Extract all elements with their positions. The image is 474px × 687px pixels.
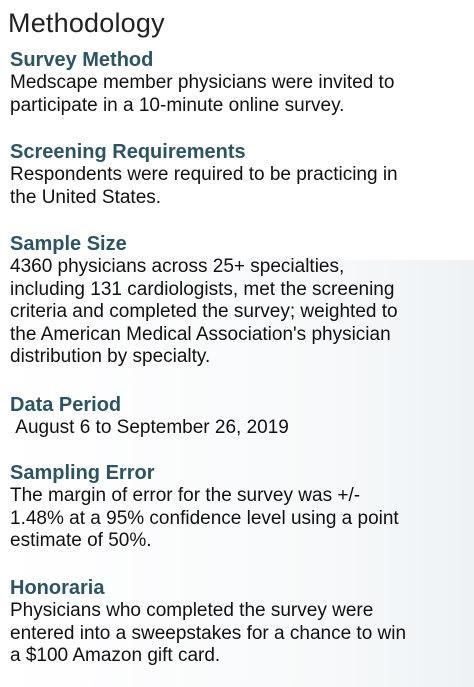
section-text: August 6 to September 26, 2019	[10, 417, 289, 438]
section-sampling-error: Sampling Error The margin of error for t…	[10, 461, 470, 553]
section-heading: Data Period	[10, 394, 122, 416]
section-data-period: Data Period August 6 to September 26, 20…	[10, 393, 470, 440]
section-heading: Survey Method	[10, 49, 154, 71]
section-heading: Honoraria	[10, 577, 105, 599]
section-heading: Sample Size	[10, 233, 127, 255]
section-screening-requirements: Screening Requirements Respondents were …	[10, 140, 470, 209]
section-text: The margin of error for the survey was +…	[10, 485, 399, 551]
page-title: Methodology	[8, 8, 165, 38]
section-honoraria: Honoraria Physicians who completed the s…	[10, 576, 470, 668]
section-text: Medscape member physicians were invited …	[10, 72, 395, 116]
section-sample-size: Sample Size 4360 physicians across 25+ s…	[10, 232, 470, 369]
background-shade	[0, 260, 474, 687]
section-heading: Sampling Error	[10, 462, 155, 484]
section-text: Respondents were required to be practici…	[10, 164, 398, 208]
section-survey-method: Survey Method Medscape member physicians…	[10, 48, 470, 117]
section-heading: Screening Requirements	[10, 141, 246, 163]
section-text: Physicians who completed the survey were…	[10, 600, 407, 666]
section-text: 4360 physicians across 25+ specialties, …	[10, 256, 398, 367]
